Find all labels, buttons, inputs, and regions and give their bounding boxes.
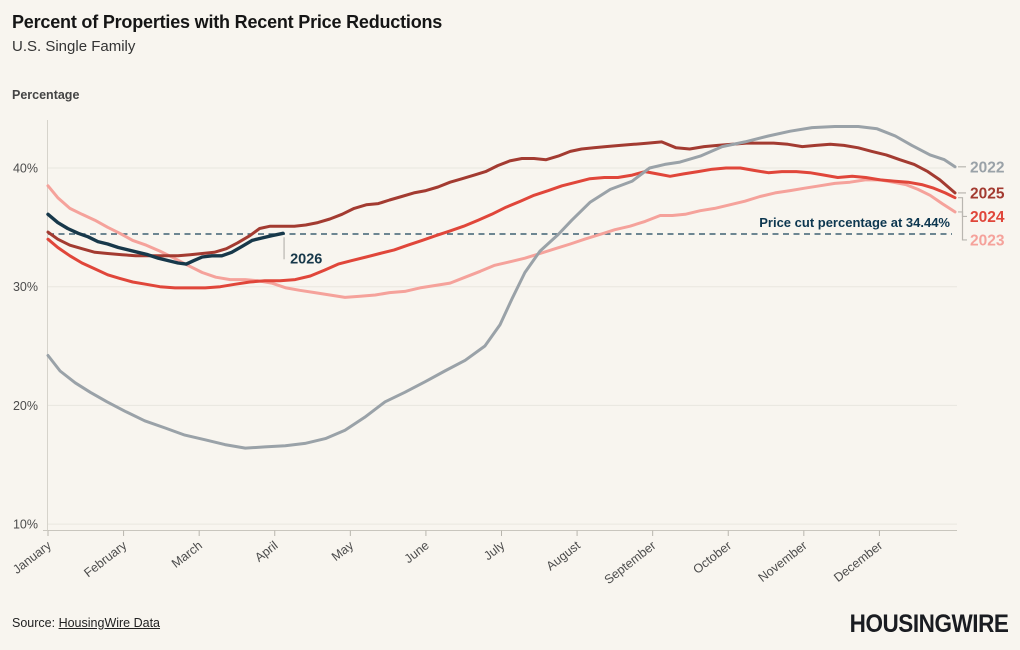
x-tick-label: August	[544, 538, 584, 573]
series-line-2025	[46, 140, 957, 258]
y-tick-label: 20%	[13, 399, 38, 413]
x-tick-label: March	[169, 538, 205, 570]
legend-connector	[958, 197, 967, 218]
y-tick-label: 30%	[13, 280, 38, 294]
inline-label-2026: 2026	[290, 251, 322, 267]
x-tick-label: November	[756, 538, 810, 585]
x-tick-label: October	[690, 538, 734, 576]
series-line-2022	[46, 125, 957, 450]
ref-line-annotation: Price cut percentage at 34.44%	[759, 215, 950, 230]
series-line-2023	[46, 178, 957, 299]
x-tick-label: January	[10, 538, 54, 577]
x-tick-label: April	[252, 538, 280, 564]
housingwire-logo: HOUSINGWIRE	[849, 610, 1008, 638]
x-tick-label: September	[602, 538, 659, 587]
chart-subtitle: U.S. Single Family	[12, 38, 136, 55]
source-label: Source:	[12, 616, 56, 630]
legend-label-2023: 2023	[970, 232, 1005, 249]
x-tick-label: February	[81, 538, 130, 580]
y-tick-label: 40%	[13, 162, 38, 176]
y-tick-label: 10%	[13, 518, 38, 532]
legend-label-2022: 2022	[970, 159, 1004, 176]
legend-label-2025: 2025	[970, 185, 1005, 202]
legend-label-2024: 2024	[970, 209, 1005, 226]
source-link[interactable]: HousingWire Data	[58, 616, 161, 630]
x-tick-label: July	[481, 538, 508, 563]
x-tick-label: May	[329, 538, 357, 564]
series-line-2024	[46, 166, 957, 290]
x-tick-label: June	[402, 538, 432, 566]
legend-connector	[958, 211, 967, 241]
x-tick-label: December	[831, 538, 885, 585]
series-line-2026	[46, 212, 285, 266]
chart-title: Percent of Properties with Recent Price …	[12, 12, 443, 32]
y-axis-title: Percentage	[12, 88, 80, 102]
source-note: Source: HousingWire Data	[12, 616, 160, 630]
